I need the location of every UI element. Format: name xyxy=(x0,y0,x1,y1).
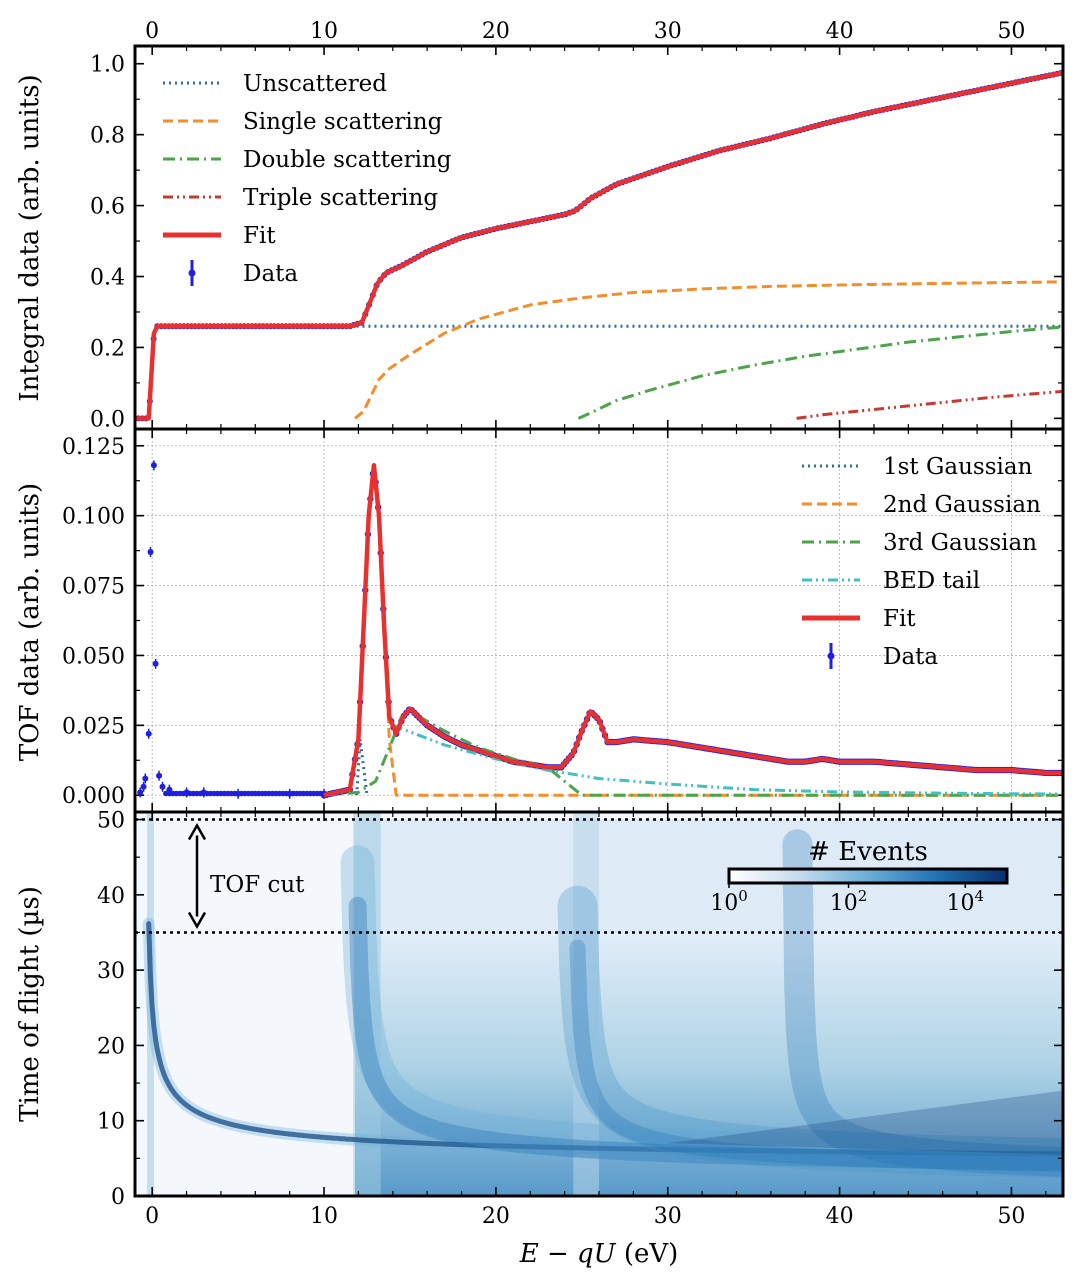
x-axis-label: E − qU (eV) xyxy=(519,1239,679,1269)
heatmap xyxy=(135,812,1063,1196)
data-point xyxy=(145,730,152,737)
series-line-bed-tail xyxy=(392,723,1063,796)
legend-entry: Data xyxy=(243,261,298,287)
integral-ylabel: Integral data (arb. units) xyxy=(15,74,45,401)
heatmap-curve xyxy=(340,845,1063,1172)
y-tick-label: 0.6 xyxy=(90,195,125,220)
tof-cut-arrow-head xyxy=(187,823,207,841)
data-point xyxy=(137,789,144,796)
axes-frame xyxy=(133,427,1065,814)
data-point xyxy=(156,772,163,779)
legend-data-marker xyxy=(188,269,196,277)
legend-entry: Fit xyxy=(243,223,276,249)
data-point xyxy=(140,783,147,790)
colorbar-tick-label: 104 xyxy=(947,887,985,916)
heatmap-curve xyxy=(569,939,1063,1172)
heatmap-dense-region xyxy=(667,1090,1063,1155)
integral-panel: 0 10 20 30 40 50 0.0 0.2 0.4 0.6 0.8 1.0 Unscattered… xyxy=(90,19,1065,432)
colorbar-tick-label: 100 xyxy=(710,887,748,916)
legend-entry: 2nd Gaussian xyxy=(883,492,1041,518)
data-point xyxy=(166,786,173,793)
legend-entry: 1st Gaussian xyxy=(883,454,1033,480)
y-tick-label: 0.125 xyxy=(62,435,125,460)
y-tick-label: 0.8 xyxy=(90,124,125,149)
heatmap-curve xyxy=(348,896,1063,1171)
legend-entry: Single scattering xyxy=(243,109,443,135)
legend-entry: Unscattered xyxy=(243,71,387,97)
series-line-triple-scattering xyxy=(796,389,1063,420)
colorbar xyxy=(727,867,1009,885)
y-tick-label: 40 xyxy=(97,884,125,909)
heatmap-curve xyxy=(146,921,1063,1157)
heatmap-band xyxy=(353,812,381,1196)
series-line-unscattered xyxy=(135,324,1063,420)
y-tick-label: 50 xyxy=(97,809,125,834)
heatmap-curve xyxy=(782,829,1063,1177)
legend-entry: Double scattering xyxy=(243,147,452,173)
legend-entry: Fit xyxy=(883,606,916,632)
colorbar-tick-label: 102 xyxy=(830,887,868,916)
y-tick-label: 0.000 xyxy=(62,784,125,809)
y-tick-label: 0.0 xyxy=(90,407,125,432)
tof-panel: 0.000 0.025 0.050 0.075 0.100 0.125 1st Gaussi… xyxy=(62,427,1065,814)
data-point xyxy=(142,775,149,782)
data-point xyxy=(183,789,190,796)
time-of-flight-panel: TOF cut # Events 100 102 104 0 10 20 30 40 50 0 10 20… xyxy=(97,809,1065,1229)
data-point xyxy=(200,789,207,796)
y-tick-label: 0 xyxy=(111,1185,125,1210)
data-point xyxy=(150,462,157,469)
x-tick-label-top: 0 xyxy=(145,19,159,44)
y-tick-label: 10 xyxy=(97,1110,125,1135)
y-tick-label: 1.0 xyxy=(90,53,125,78)
tof-cut-label: TOF cut xyxy=(210,872,305,898)
series-line-3rd-gaussian xyxy=(323,709,1063,797)
legend-entry: Data xyxy=(883,644,938,670)
x-tick-label: 50 xyxy=(997,1204,1025,1229)
legend-entry: BED tail xyxy=(883,568,980,594)
x-tick-label: 20 xyxy=(482,1204,510,1229)
heatmap-curve xyxy=(557,885,1063,1179)
y-tick-label: 0.4 xyxy=(90,266,125,291)
legend-data-marker xyxy=(827,652,835,660)
data-point xyxy=(235,790,242,797)
x-axis-label-unit: (eV) xyxy=(616,1239,679,1269)
y-tick-label: 0.100 xyxy=(62,505,125,530)
x-tick-label-top: 10 xyxy=(310,19,338,44)
heatmap-band xyxy=(573,812,599,1196)
legend-entry: Triple scattering xyxy=(243,185,438,211)
x-tick-label: 40 xyxy=(826,1204,854,1229)
series-line-single-scattering xyxy=(354,280,1063,420)
heatmap-curve xyxy=(142,917,1063,1160)
y-tick-label: 0.2 xyxy=(90,336,125,361)
tof-cut-arrow-head xyxy=(187,911,207,929)
x-tick-label: 30 xyxy=(654,1204,682,1229)
data-point xyxy=(152,660,159,667)
x-tick-label-top: 50 xyxy=(997,19,1025,44)
series-line-fit xyxy=(323,463,1063,798)
x-axis-label-symbol: E − qU xyxy=(519,1239,617,1269)
legend-entry: 3rd Gaussian xyxy=(883,530,1037,556)
tof-grid xyxy=(135,429,1063,812)
data-point xyxy=(147,549,154,555)
axes-frame xyxy=(133,810,1065,1198)
y-tick-label: 0.050 xyxy=(62,644,125,669)
tof-ylabel: TOF data (arb. units) xyxy=(15,483,45,761)
time-of-flight-ylabel: Time of flight (µs) xyxy=(15,886,45,1122)
x-tick-label-top: 40 xyxy=(826,19,854,44)
y-tick-label: 30 xyxy=(97,959,125,984)
colorbar-label: # Events xyxy=(808,837,928,867)
series-line-double-scattering xyxy=(577,325,1063,420)
x-tick-label-top: 30 xyxy=(654,19,682,44)
y-tick-label: 0.025 xyxy=(62,714,125,739)
x-tick-label: 0 xyxy=(145,1204,159,1229)
x-tick-label: 10 xyxy=(310,1204,338,1229)
y-tick-label: 20 xyxy=(97,1034,125,1059)
data-point xyxy=(159,783,166,790)
y-tick-label: 0.075 xyxy=(62,575,125,600)
data-point xyxy=(286,790,293,797)
x-tick-label-top: 20 xyxy=(482,19,510,44)
series-line-fit xyxy=(135,70,1063,421)
